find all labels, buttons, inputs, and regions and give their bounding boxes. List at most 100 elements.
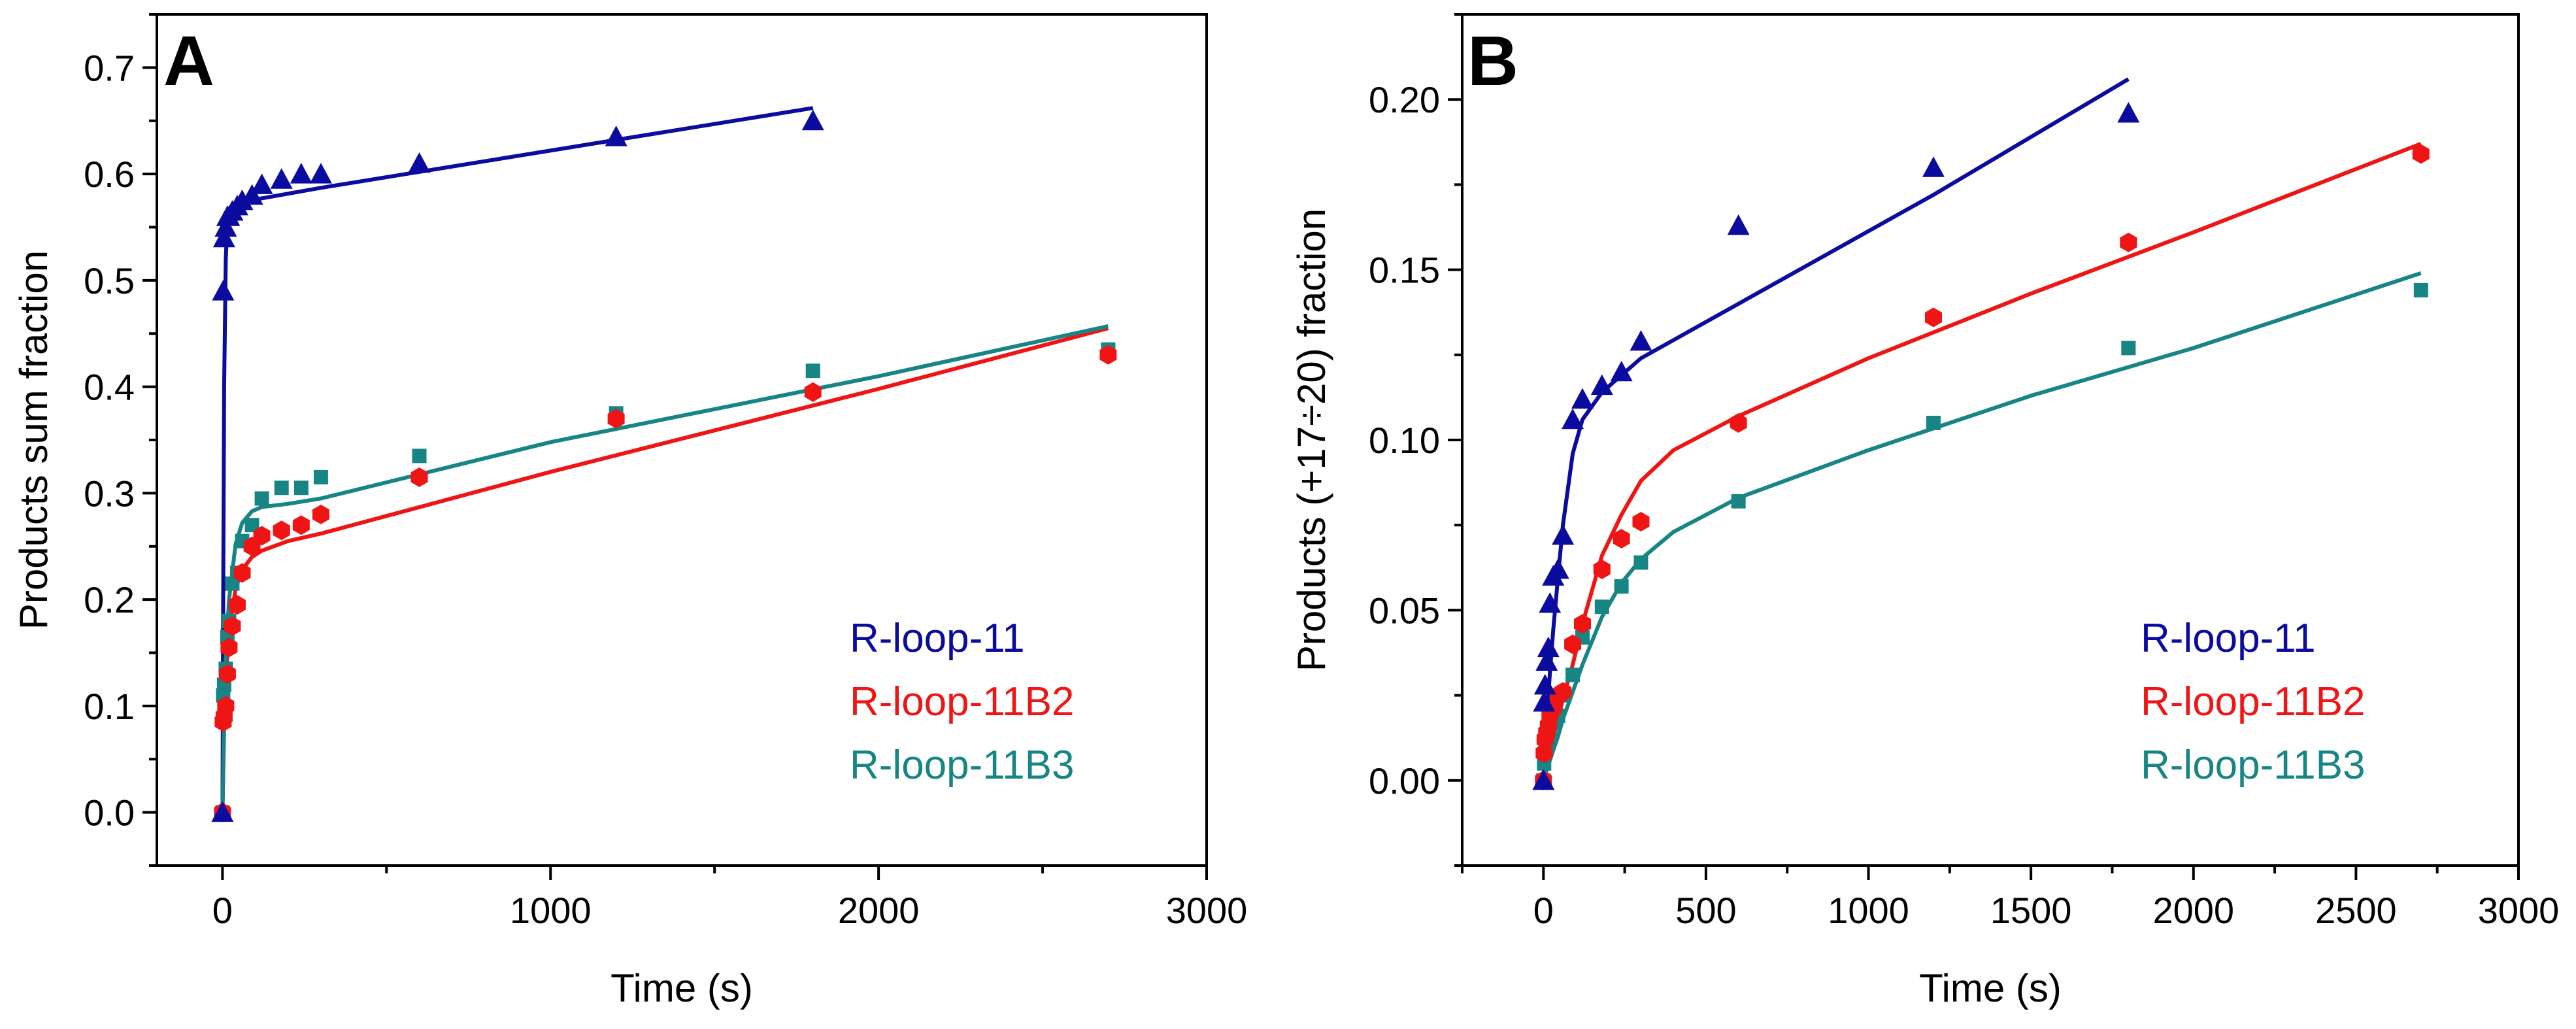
data-point-r-loop-11b2 (1554, 682, 1572, 702)
data-point-r-loop-11 (605, 126, 627, 146)
data-point-r-loop-11b2 (229, 595, 246, 615)
data-point-r-loop-11 (1630, 329, 1652, 351)
y-tick-label: 0.2 (84, 579, 135, 620)
data-point-r-loop-11b2 (1925, 307, 1942, 328)
x-tick-label: 1500 (1990, 890, 2072, 931)
x-tick-label: 0 (1533, 890, 1554, 931)
data-point-r-loop-11b2 (1574, 614, 1591, 634)
legend-item-r-loop-11: R-loop-11 (2141, 616, 2316, 661)
legend-item-r-loop-11b3: R-loop-11B3 (850, 743, 1074, 788)
data-point-r-loop-11 (1610, 360, 1633, 382)
x-tick-label: 0 (212, 890, 233, 931)
data-point-r-loop-11 (1562, 408, 1584, 430)
y-tick-label: 0.7 (84, 47, 135, 88)
data-point-r-loop-11 (214, 216, 237, 237)
data-point-r-loop-11b3 (293, 481, 309, 496)
data-point-r-loop-11b3 (1926, 415, 1941, 430)
data-point-r-loop-11 (1571, 388, 1594, 409)
y-axis-title: Products sum fraction (12, 250, 56, 630)
data-point-r-loop-11 (1547, 558, 1569, 579)
data-point-r-loop-11 (1537, 636, 1560, 658)
data-point-r-loop-11b2 (1632, 512, 1650, 531)
data-point-r-loop-11 (1590, 374, 1613, 396)
data-point-r-loop-11b2 (2412, 144, 2430, 164)
data-point-r-loop-11 (801, 109, 824, 131)
data-point-r-loop-11 (1532, 769, 1555, 790)
x-axis-title: Time (s) (1919, 966, 2062, 1010)
data-point-r-loop-11b3 (1594, 599, 1609, 615)
legend-item-r-loop-11: R-loop-11 (850, 616, 1025, 661)
plot-frame (1461, 13, 2520, 867)
y-tick-label: 0.4 (84, 367, 135, 408)
x-tick-label: 500 (1675, 890, 1736, 931)
data-point-r-loop-11 (231, 189, 254, 211)
y-axis-title: Products (+17÷20) fraction (1290, 209, 1333, 671)
data-point-r-loop-11 (309, 163, 332, 184)
data-point-r-loop-11 (1533, 691, 1556, 712)
y-tick-label: 0.6 (84, 154, 135, 195)
fit-line-r-loop-11 (1541, 77, 2130, 781)
x-tick-label: 1000 (510, 890, 592, 931)
data-point-r-loop-11b2 (233, 563, 251, 583)
fit-line-r-loop-11b3 (220, 324, 1109, 813)
x-tick-label: 2000 (838, 890, 920, 931)
data-point-r-loop-11 (1535, 650, 1558, 671)
data-point-r-loop-11 (1539, 592, 1562, 613)
data-point-r-loop-11 (211, 801, 234, 822)
y-tick-label: 0.05 (1369, 590, 1440, 631)
data-point-r-loop-11b2 (220, 637, 238, 658)
data-point-r-loop-11b3 (274, 481, 289, 496)
data-point-r-loop-11 (241, 184, 263, 205)
data-point-r-loop-11b2 (410, 467, 428, 487)
panel-label: B (1467, 21, 1518, 100)
data-point-r-loop-11b3 (254, 491, 269, 506)
data-point-r-loop-11b3 (805, 363, 820, 379)
legend: R-loop-11 R-loop-11B2 R-loop-11B3 (850, 616, 1074, 788)
data-point-r-loop-11b2 (217, 696, 235, 716)
data-point-r-loop-11 (1727, 214, 1750, 235)
data-point-r-loop-11b2 (1099, 345, 1117, 365)
y-tick-label: 0.1 (84, 686, 135, 727)
data-point-r-loop-11b3 (313, 469, 328, 484)
fit-line-r-loop-11 (220, 106, 814, 813)
data-point-r-loop-11b2 (1730, 413, 1747, 433)
x-tick-label: 2000 (2152, 890, 2234, 931)
data-point-r-loop-11 (250, 173, 273, 194)
data-point-r-loop-11 (290, 163, 312, 184)
x-axis-title: Time (s) (611, 966, 753, 1010)
legend: R-loop-11 R-loop-11B2 R-loop-11B3 (2141, 616, 2365, 788)
data-point-r-loop-11b3 (412, 448, 427, 464)
data-point-r-loop-11 (212, 226, 235, 248)
data-point-r-loop-11b2 (312, 504, 329, 524)
data-point-r-loop-11b3 (1731, 494, 1746, 509)
x-tick-label: 2500 (2315, 890, 2397, 931)
legend-item-r-loop-11b3: R-loop-11B3 (2141, 743, 2365, 788)
x-tick-label: 3000 (2478, 890, 2560, 931)
data-point-r-loop-11 (1552, 524, 1575, 545)
data-point-r-loop-11b2 (1535, 743, 1553, 764)
x-tick-label: 3000 (1166, 890, 1248, 931)
legend-item-r-loop-11b2: R-loop-11B2 (2141, 679, 2365, 724)
y-tick-label: 0.5 (84, 260, 135, 301)
data-point-r-loop-11b2 (1564, 634, 1581, 654)
x-tick-label: 1000 (1828, 890, 1909, 931)
y-tick-label: 0.20 (1369, 79, 1440, 120)
y-tick-label: 0.15 (1369, 250, 1440, 291)
y-tick-label: 0.00 (1369, 760, 1440, 801)
y-tick-label: 0.3 (84, 473, 135, 514)
data-point-r-loop-11 (1922, 156, 1945, 177)
data-point-r-loop-11b3 (1614, 579, 1629, 594)
data-point-r-loop-11b2 (273, 520, 290, 541)
y-tick-label: 0.10 (1369, 420, 1440, 461)
data-point-r-loop-11b2 (253, 526, 271, 546)
panel-a: A 0 1000 2000 30000.00.10.20.30.40.50.60.7 … (12, 13, 1248, 1010)
data-point-r-loop-11b2 (218, 664, 236, 684)
data-point-r-loop-11 (270, 168, 293, 189)
data-point-r-loop-11 (1533, 673, 1556, 695)
data-point-r-loop-11b2 (292, 515, 310, 535)
y-tick-label: 0.0 (84, 792, 135, 834)
data-point-r-loop-11b2 (1593, 559, 1611, 579)
data-point-r-loop-11b3 (1565, 667, 1581, 683)
data-point-r-loop-11b2 (804, 382, 822, 402)
